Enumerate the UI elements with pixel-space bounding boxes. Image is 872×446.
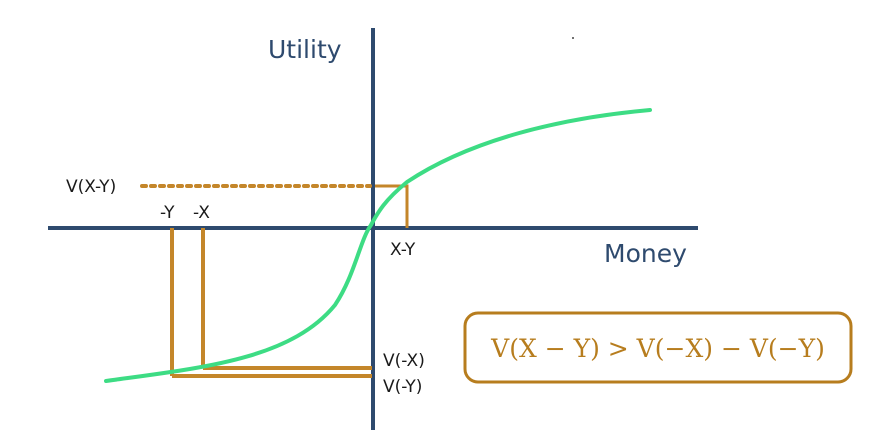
x-minus-y-label: X-Y	[390, 240, 416, 260]
v-x-minus-y-label: V(X-Y)	[66, 177, 116, 197]
y-axis-title: Utility	[268, 35, 342, 64]
x-axis-title: Money	[604, 239, 687, 268]
neg-x-label: -X	[193, 203, 210, 223]
v-neg-x-label: V(-X)	[383, 351, 425, 371]
neg-y-label: -Y	[160, 203, 175, 223]
inequality-formula: V(X − Y) > V(−X) − V(−Y)	[490, 334, 825, 363]
stray-dot	[572, 37, 574, 39]
x-minus-y-guide	[375, 184, 409, 228]
v-neg-y-label: V(-Y)	[383, 377, 422, 397]
formula-box	[463, 311, 853, 384]
value-function-curve	[104, 108, 652, 383]
